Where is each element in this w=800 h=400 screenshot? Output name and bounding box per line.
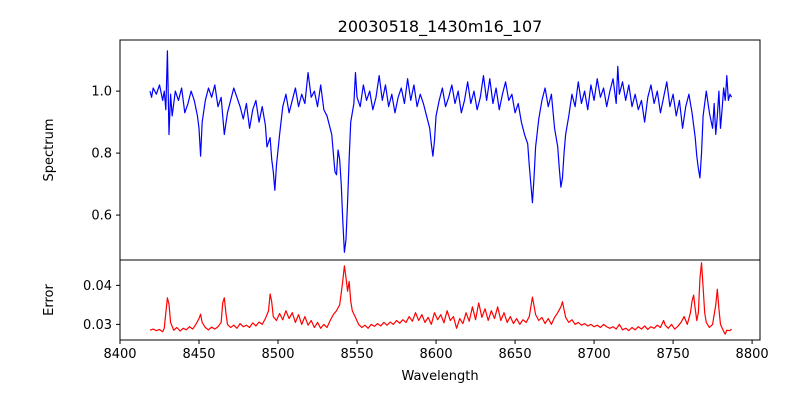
spectrum-plot-frame	[119, 39, 761, 261]
y-tick-label: 0.03	[83, 318, 112, 333]
x-tick-label: 8600	[420, 347, 453, 362]
x-tick-label: 8550	[340, 347, 373, 362]
chart-title: 20030518_1430m16_107	[338, 17, 543, 37]
x-tick-label: 8750	[657, 347, 690, 362]
error-y-axis-label: Error	[42, 284, 57, 316]
error-panel: 0.03 0.04 Error	[42, 259, 761, 341]
y-tick-label: 0.8	[91, 147, 112, 162]
x-tick-label: 8400	[103, 347, 136, 362]
y-tick-label: 0.6	[91, 209, 112, 224]
x-tick-label: 8650	[499, 347, 532, 362]
spectrum-y-ticks: 0.6 0.8 1.0	[91, 85, 120, 224]
x-tick-label: 8700	[578, 347, 611, 362]
error-y-ticks: 0.03 0.04	[83, 279, 120, 333]
spectrum-panel: 0.6 0.8 1.0 Spectrum	[42, 39, 761, 261]
x-tick-label: 8800	[736, 347, 769, 362]
spectrum-series-line	[149, 50, 733, 253]
y-tick-label: 1.0	[91, 85, 112, 100]
x-tick-label: 8450	[182, 347, 215, 362]
x-axis-ticks: 8400 8450 8500 8550 8600 8650 8700 8750 8800	[103, 340, 769, 362]
spectrum-y-axis-label: Spectrum	[42, 119, 57, 182]
y-tick-label: 0.04	[83, 279, 112, 294]
error-series-line	[149, 262, 732, 335]
x-tick-label: 8500	[261, 347, 294, 362]
error-plot-frame	[119, 259, 761, 341]
x-axis-label: Wavelength	[401, 369, 478, 384]
